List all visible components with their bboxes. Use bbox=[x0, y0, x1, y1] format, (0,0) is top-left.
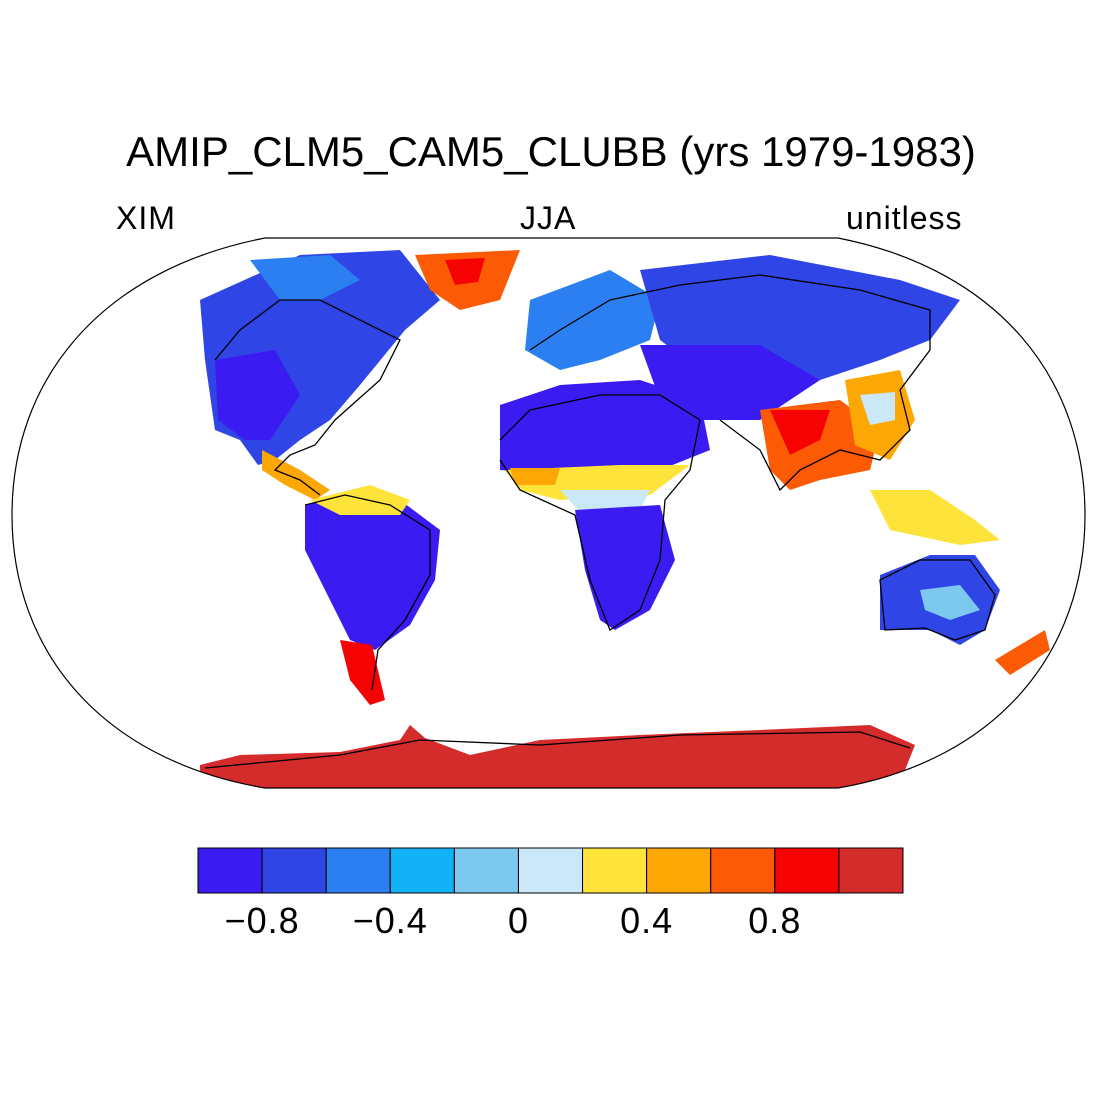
map-title: AMIP_CLM5_CAM5_CLUBB (yrs 1979-1983) bbox=[126, 128, 976, 175]
africa-equator-field bbox=[560, 490, 650, 512]
colorbar-swatch bbox=[774, 847, 840, 894]
globe-outline bbox=[11, 237, 1086, 789]
colorbar-swatch bbox=[389, 847, 455, 894]
new-zealand-field bbox=[995, 630, 1050, 675]
coastlines bbox=[204, 274, 996, 769]
colorbar-swatch bbox=[453, 847, 519, 894]
canada-arctic-field bbox=[250, 255, 360, 300]
season-label: JJA bbox=[520, 200, 577, 236]
colorbar-swatch bbox=[517, 847, 584, 894]
south-america-north-field bbox=[310, 485, 410, 515]
colorbar bbox=[197, 847, 904, 894]
colorbar-swatch bbox=[325, 847, 391, 894]
europe-field bbox=[525, 270, 660, 370]
variable-label: XIM bbox=[116, 200, 176, 236]
units-label: unitless bbox=[846, 200, 963, 236]
antarctica-field bbox=[200, 725, 915, 788]
colorbar-swatch bbox=[197, 847, 263, 894]
colorbar-tick-label: 0.8 bbox=[748, 900, 802, 941]
southeast-asia-field bbox=[870, 490, 1000, 545]
sahel-orange-field bbox=[510, 468, 560, 485]
colorbar-swatch bbox=[710, 847, 776, 894]
africa-south-field bbox=[575, 505, 675, 630]
colorbar-swatch bbox=[261, 847, 327, 894]
colorbar-swatch bbox=[582, 847, 648, 894]
colorbar-tick-label: −0.8 bbox=[224, 900, 300, 941]
colorbar-tick-label: −0.4 bbox=[352, 900, 428, 941]
south-america-south-field bbox=[340, 640, 385, 705]
colorbar-tick-label: 0 bbox=[507, 900, 529, 941]
colorbar-swatch bbox=[838, 847, 904, 894]
colorbar-swatch bbox=[646, 847, 712, 894]
land-fields bbox=[200, 250, 1050, 788]
north-america-south-field bbox=[215, 350, 300, 440]
east-asia-light-field bbox=[860, 392, 895, 425]
greenland-core-field bbox=[445, 258, 485, 285]
australia-light-field bbox=[920, 585, 980, 620]
india-core-field bbox=[770, 410, 830, 455]
africa-north-field bbox=[500, 380, 710, 475]
south-america-field bbox=[305, 490, 440, 650]
central-america-field bbox=[262, 450, 330, 500]
colorbar-tick-label: 0.4 bbox=[620, 900, 674, 941]
